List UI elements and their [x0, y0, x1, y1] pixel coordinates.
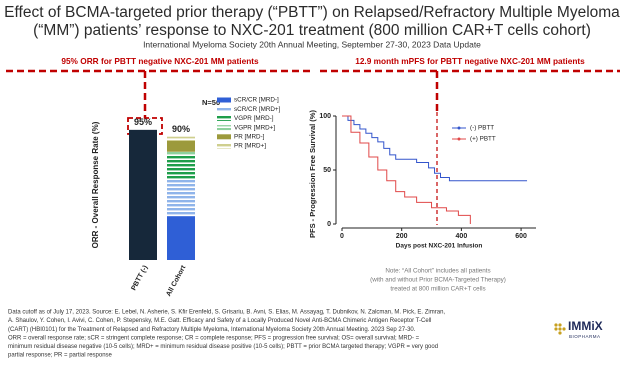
legend-label: (+) PBTT: [470, 136, 496, 143]
logo-name: IMMiX: [568, 319, 603, 333]
y-tick-label: 100: [319, 113, 331, 120]
series-line: [342, 115, 528, 182]
legend-label: VGPR [MRD+]: [234, 124, 275, 131]
legend-swatch: [217, 125, 231, 131]
legend-marker: [457, 137, 461, 141]
legend-swatch: [217, 106, 231, 112]
legend-label: (-) PBTT: [470, 125, 494, 132]
callout-lines: [6, 69, 620, 225]
legend-label: sCR/CR [MRD-]: [234, 97, 279, 104]
legend-label: sCR/CR [MRD+]: [234, 106, 281, 113]
y-axis-label: PFS - Progression Free Survival (%): [308, 110, 317, 238]
x-tick-label: 0: [340, 233, 344, 240]
callout: 12.9 month mPFS for PBTT negative NXC-20…: [355, 56, 585, 66]
footnote-line: ORR = overall response rate; sCR = strin…: [8, 335, 420, 341]
bar-segment: [167, 216, 195, 260]
footnote-line: minimum residual disease negative (10-5 …: [8, 344, 438, 350]
x-tick-label: PBTT (-): [130, 265, 149, 292]
bar-segment: [167, 154, 195, 180]
x-axis-label: Days post NXC-201 Infusion: [396, 243, 483, 250]
footnote-line: A. Shaulov, Y. Cohen, I. Avivi, C. Cohen…: [8, 318, 431, 324]
x-tick-label: All Cohort: [165, 264, 187, 298]
title-line: (“MM”) patients’ response to NXC-201 tre…: [33, 22, 591, 39]
legend-swatch: [217, 115, 231, 121]
bar-segment: [167, 151, 195, 155]
y-tick-label: 0: [327, 221, 331, 228]
note: (with and without Prior BCMA-Targeted Th…: [370, 277, 506, 284]
title-line: Effect of BCMA-targeted prior therapy (“…: [4, 4, 620, 21]
bar-segment: [167, 179, 195, 217]
legend-label: PR [MRD-]: [234, 133, 265, 140]
x-tick-label: 600: [515, 233, 527, 240]
note: Note: “All Cohort” includes all patients: [385, 268, 490, 275]
bar-segment: [167, 136, 195, 141]
logo-tagline: BIOPHARMA: [569, 334, 601, 339]
footnotes: Data cutoff as of July 17, 2023. Source:…: [8, 310, 445, 359]
annotation: N=50: [202, 98, 220, 107]
value-label: 90%: [172, 124, 190, 134]
legend-marker: [457, 126, 461, 130]
legend-label: PR [MRD+]: [234, 143, 266, 150]
series-line: [342, 115, 471, 224]
logo: IMMiX BIOPHARMA: [554, 319, 603, 339]
subtitle: International Myeloma Society 20th Annua…: [143, 39, 481, 49]
bar-segment: [129, 129, 157, 260]
legend-swatch: [217, 134, 231, 140]
y-axis-label: ORR - Overall Response Rate (%): [91, 121, 100, 248]
note: treated at 800 million CAR+T cells: [390, 286, 485, 293]
value-label: 95%: [134, 117, 152, 127]
footnote-line: (CART) (HBI0101) for the Treatment of Re…: [8, 327, 416, 333]
bar-segment: [167, 140, 195, 152]
footnote-line: Data cutoff as of July 17, 2023. Source:…: [8, 310, 445, 316]
x-tick-label: 200: [396, 233, 408, 240]
footnote-line: partial response; PR = partial response: [8, 353, 113, 359]
legend-swatch: [217, 97, 231, 103]
y-tick-label: 50: [323, 167, 331, 174]
x-tick-label: 400: [456, 233, 468, 240]
legend-swatch: [217, 143, 231, 149]
callout: 95% ORR for PBTT negative NXC-201 MM pat…: [61, 56, 259, 66]
legend-label: VGPR [MRD-]: [234, 115, 274, 122]
